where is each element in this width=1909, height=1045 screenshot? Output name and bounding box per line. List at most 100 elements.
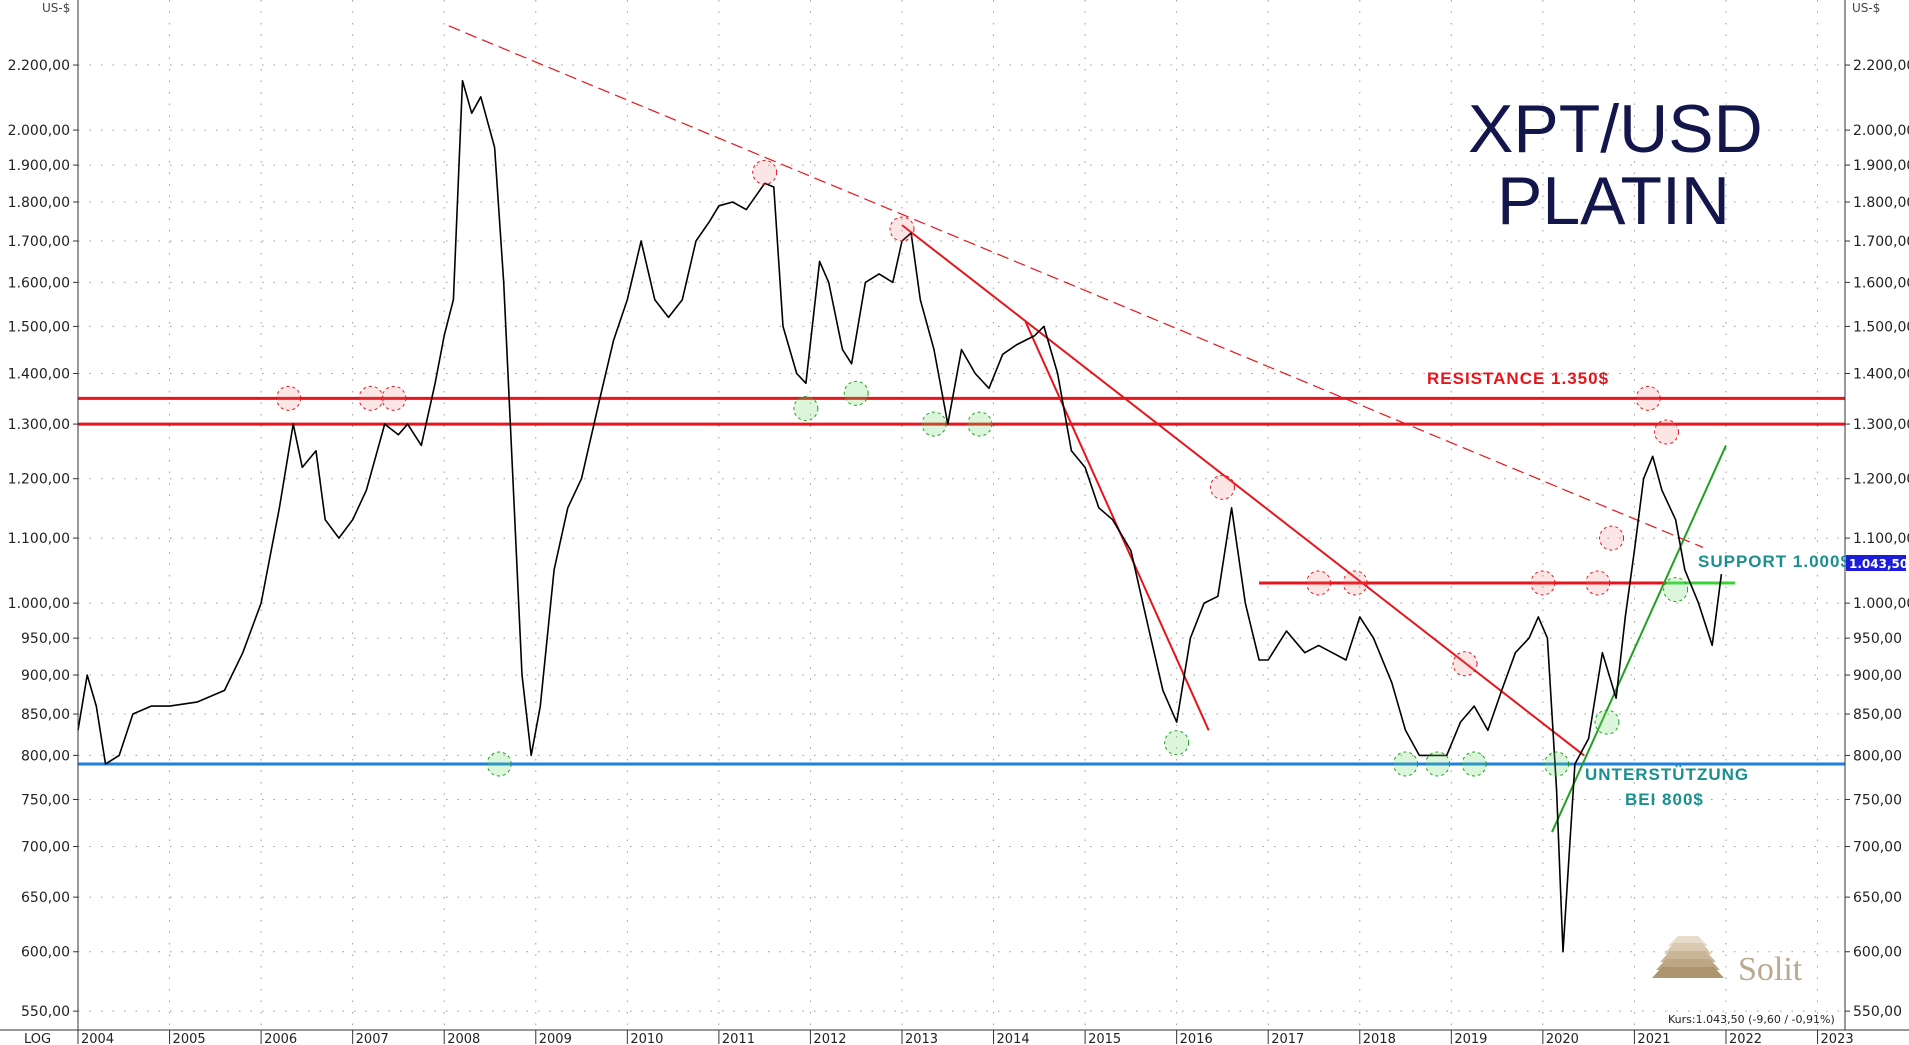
unterstuetzung-label-line2: BEI 800$	[1625, 790, 1704, 809]
resistance-touch-marker	[1599, 525, 1625, 551]
x-tick-label: 2005	[173, 1032, 206, 1045]
y-tick-label-right: 1.000,00	[1853, 596, 1909, 612]
support-touch-marker	[1594, 709, 1620, 735]
resistance-touch-marker	[1653, 419, 1679, 445]
x-tick-label: 2020	[1546, 1032, 1579, 1045]
resistance-touch-marker	[1306, 570, 1332, 596]
y-tick-label-right: 1.200,00	[1853, 472, 1909, 488]
x-tick-label: 2023	[1821, 1032, 1854, 1045]
support-touch-marker	[486, 751, 512, 777]
resistance-touch-marker	[381, 385, 407, 411]
y-axis-unit-left: US-$	[42, 1, 70, 15]
y-tick-label-left: 1.500,00	[8, 319, 70, 335]
x-tick-label: 2017	[1271, 1032, 1304, 1045]
resistance-touch-marker	[1342, 570, 1368, 596]
solit-logo-icon	[1652, 936, 1724, 978]
resistance-touch-marker	[1452, 651, 1478, 677]
y-tick-label-right: 1.900,00	[1853, 158, 1909, 174]
y-tick-label-left: 1.700,00	[8, 234, 70, 250]
y-tick-label-left: 700,00	[21, 840, 70, 856]
y-tick-label-left: 600,00	[21, 945, 70, 961]
support-touch-marker	[1663, 577, 1689, 603]
x-tick-label: 2011	[722, 1032, 755, 1045]
y-tick-label-left: 1.900,00	[8, 158, 70, 174]
x-tick-label: 2007	[356, 1032, 389, 1045]
y-tick-label-right: 2.000,00	[1853, 123, 1909, 139]
x-tick-label: 2014	[997, 1032, 1030, 1045]
y-tick-label-right: 950,00	[1853, 631, 1902, 647]
y-tick-label-left: 1.000,00	[8, 596, 70, 612]
grid	[77, 0, 1845, 1030]
y-tick-label-left: 1.600,00	[8, 275, 70, 291]
trend-line	[901, 224, 1585, 757]
y-tick-label-right: 550,00	[1853, 1004, 1902, 1020]
y-tick-label-left: 750,00	[21, 792, 70, 808]
resistance-touch-marker	[889, 216, 915, 242]
x-tick-label: 2009	[539, 1032, 572, 1045]
x-tick-label: 2018	[1363, 1032, 1396, 1045]
kurs-readout: Kurs:1.043,50 (-9,60 / -0,91%)	[1668, 1013, 1835, 1026]
y-tick-label-left: 1.300,00	[8, 417, 70, 433]
support-label: SUPPORT 1.000$	[1698, 552, 1851, 571]
y-tick-label-right: 1.800,00	[1853, 195, 1909, 211]
x-tick-label: 2019	[1454, 1032, 1487, 1045]
y-tick-label-right: 650,00	[1853, 890, 1902, 906]
resistance-touch-marker	[1635, 385, 1661, 411]
last-price-tag-text: 1.043,50	[1849, 557, 1908, 571]
x-tick-label: 2013	[905, 1032, 938, 1045]
resistance-touch-marker	[1585, 570, 1611, 596]
support-touch-marker	[921, 411, 947, 437]
y-tick-label-left: 1.800,00	[8, 195, 70, 211]
y-tick-label-right: 1.400,00	[1853, 367, 1909, 383]
y-tick-label-left: 1.200,00	[8, 472, 70, 488]
y-tick-label-right: 850,00	[1853, 707, 1902, 723]
resistance-touch-marker	[1530, 570, 1556, 596]
x-tick-label: 2012	[813, 1032, 846, 1045]
y-tick-label-right: 900,00	[1853, 668, 1902, 684]
y-tick-label-left: 900,00	[21, 668, 70, 684]
support-touch-marker	[967, 411, 993, 437]
y-tick-label-right: 600,00	[1853, 945, 1902, 961]
x-tick-label: 2010	[630, 1032, 663, 1045]
x-tick-label: 2021	[1637, 1032, 1670, 1045]
support-touch-marker	[1393, 751, 1419, 777]
y-tick-label-right: 800,00	[1853, 748, 1902, 764]
support-touch-marker	[1544, 751, 1570, 777]
support-touch-marker	[1164, 730, 1190, 756]
resistance-touch-marker	[276, 385, 302, 411]
trend-line	[1551, 444, 1727, 833]
y-tick-label-right: 1.700,00	[1853, 234, 1909, 250]
resistance-touch-marker	[752, 159, 778, 185]
unterstuetzung-label-line1: UNTERSTÜTZUNG	[1585, 765, 1749, 784]
y-tick-label-left: 1.400,00	[8, 367, 70, 383]
y-tick-label-left: 650,00	[21, 890, 70, 906]
brand-name: Solit	[1738, 951, 1803, 988]
log-scale-label: LOG	[24, 1032, 51, 1045]
y-tick-label-left: 1.100,00	[8, 531, 70, 547]
y-tick-label-right: 2.200,00	[1853, 58, 1909, 74]
last-price-tag	[1846, 555, 1906, 571]
support-touch-marker	[793, 396, 819, 422]
touch-markers	[276, 159, 1689, 777]
support-touch-marker	[843, 380, 869, 406]
x-tick-label: 2016	[1180, 1032, 1213, 1045]
resistance-touch-marker	[1209, 474, 1235, 500]
resistance-label: RESISTANCE 1.350$	[1427, 369, 1609, 388]
y-tick-label-right: 1.500,00	[1853, 319, 1909, 335]
y-tick-label-left: 800,00	[21, 748, 70, 764]
y-tick-label-right: 1.300,00	[1853, 417, 1909, 433]
horizontal-levels	[78, 396, 1845, 766]
y-tick-label-left: 550,00	[21, 1004, 70, 1020]
x-tick-label: 2015	[1088, 1032, 1121, 1045]
y-tick-label-right: 750,00	[1853, 792, 1902, 808]
y-tick-label-right: 1.600,00	[1853, 275, 1909, 291]
y-tick-label-left: 950,00	[21, 631, 70, 647]
y-tick-label-left: 850,00	[21, 707, 70, 723]
x-tick-label: 2008	[447, 1032, 480, 1045]
support-touch-marker	[1461, 751, 1487, 777]
y-axis-unit-right: US-$	[1852, 1, 1880, 15]
trend-line	[448, 25, 1704, 549]
chart-title-line1: XPT/USD	[1468, 91, 1763, 167]
